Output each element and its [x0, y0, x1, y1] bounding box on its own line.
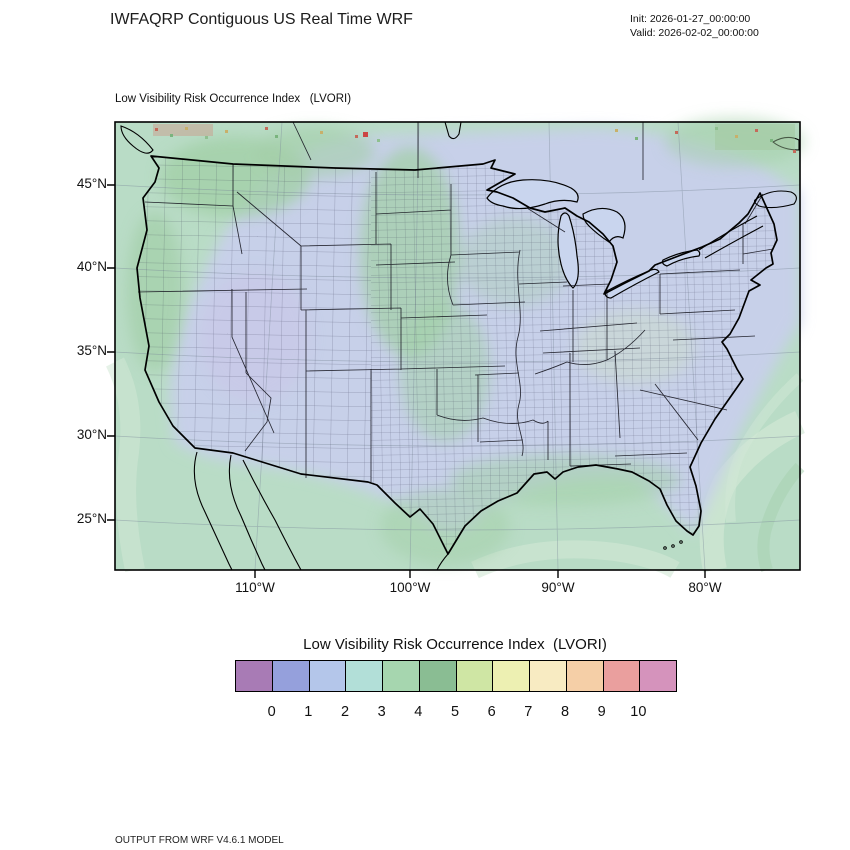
lat-tick-label: 35°N [76, 343, 107, 358]
lat-tick-label: 30°N [76, 427, 107, 442]
colorbar-cell [566, 661, 604, 691]
lat-tick-label: 40°N [76, 259, 107, 274]
map-subtitle: Low Visibility Risk Occurrence Index (LV… [115, 93, 352, 105]
colorbar-tick-label: 1 [304, 704, 313, 720]
colorbar-tick-label: 9 [597, 704, 606, 720]
canada-boundaries [292, 121, 644, 180]
colorbar-tick-label: 2 [340, 704, 350, 720]
mexico-coastlines [193, 451, 449, 571]
colorbar-cell [493, 661, 530, 691]
lon-tick-label: 100°W [389, 580, 431, 595]
colorbar-cell [419, 661, 457, 691]
lat-tick-label: 45°N [76, 176, 107, 191]
valid-time: Valid: 2026-02-02_00:00:00 [630, 27, 759, 40]
init-time: Init: 2026-01-27_00:00:00 [630, 13, 751, 25]
colorbar-cell [309, 661, 347, 691]
lake-michigan [557, 212, 579, 289]
ocean-contours [105, 357, 806, 579]
great-lakes [486, 179, 701, 299]
lake-ontario [661, 249, 701, 267]
colorbar-title: Low Visibility Risk Occurrence Index (LV… [303, 636, 607, 653]
us-outline [136, 155, 778, 555]
terrain-noise [153, 124, 796, 153]
colorbar-tick-label: 7 [524, 704, 533, 720]
colorbar-cell [383, 661, 420, 691]
colorbar-tick-label: 6 [487, 704, 496, 720]
lon-tick-label: 90°W [541, 580, 575, 595]
model-info: OUTPUT FROM WRF V4.6.1 MODEL WE = 580 ; … [115, 806, 508, 850]
colorbar-tick-label: 4 [414, 704, 423, 720]
colorbar-tick-label: 0 [267, 704, 276, 720]
colorbar-tick-label: 10 [630, 704, 647, 720]
canada-coastlines [120, 121, 800, 209]
run-timestamps: Init: 2026-01-27_00:00:00 Valid: 2026-02… [630, 12, 759, 40]
colorbar-cell [272, 661, 310, 691]
colorbar [235, 660, 677, 692]
page-title: IWFAQRP Contiguous US Real Time WRF [110, 11, 413, 28]
map-frame: 45°N 40°N 35°N 30°N 25°N 110°W 100°W 90°W 80°W [77, 117, 806, 595]
colorbar-tick-label: 3 [377, 704, 386, 720]
colorbar-tick-label: 8 [560, 704, 570, 720]
colorbar-ticks: 0 1 2 3 4 5 6 7 8 9 10 [0, 704, 850, 724]
lon-tick-label: 110°W [235, 580, 275, 595]
colorbar-cell [456, 661, 494, 691]
map-svg [105, 117, 806, 579]
lake-huron [582, 207, 626, 243]
colorbar-cell [640, 661, 676, 691]
lake-superior [486, 179, 579, 210]
colorbar-cell [603, 661, 641, 691]
state-boundaries [137, 164, 774, 482]
lat-tick-label: 25°N [76, 511, 107, 526]
colorbar-tick-label: 5 [450, 704, 460, 720]
colorbar-cell [530, 661, 567, 691]
florida-keys [663, 540, 683, 550]
colorbar-cell [236, 661, 273, 691]
model-info-line1: OUTPUT FROM WRF V4.6.1 MODEL [115, 835, 284, 846]
colorbar-cell [346, 661, 383, 691]
axis-ticks [107, 184, 706, 578]
map-border [114, 121, 801, 571]
lon-tick-label: 80°W [688, 580, 722, 595]
